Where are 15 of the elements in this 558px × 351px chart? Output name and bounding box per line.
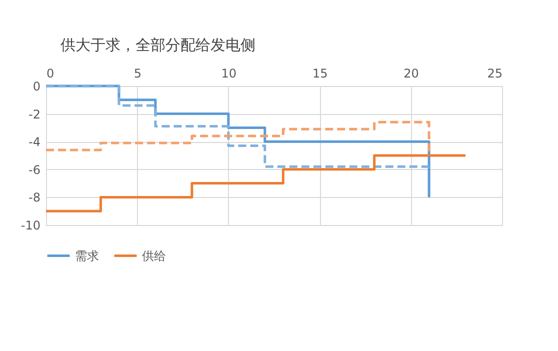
legend-label: 需求	[75, 248, 99, 263]
y-tick-label: -2	[28, 107, 40, 122]
y-tick-label: -8	[28, 190, 40, 205]
y-tick-label: -4	[28, 135, 40, 150]
x-tick-label: 20	[404, 66, 419, 80]
x-tick-label: 0	[46, 66, 54, 80]
x-tick-label: 15	[312, 66, 328, 80]
y-tick-label: -6	[28, 162, 40, 177]
y-tick-label: 0	[32, 80, 40, 94]
x-tick-label: 10	[221, 66, 237, 80]
chart-title: 供大于求，全部分配给发电侧	[60, 36, 256, 54]
y-tick-label: -10	[20, 218, 40, 232]
x-tick-label: 25	[487, 66, 502, 80]
legend-label: 供给	[142, 248, 166, 263]
x-tick-label: 5	[134, 66, 142, 80]
